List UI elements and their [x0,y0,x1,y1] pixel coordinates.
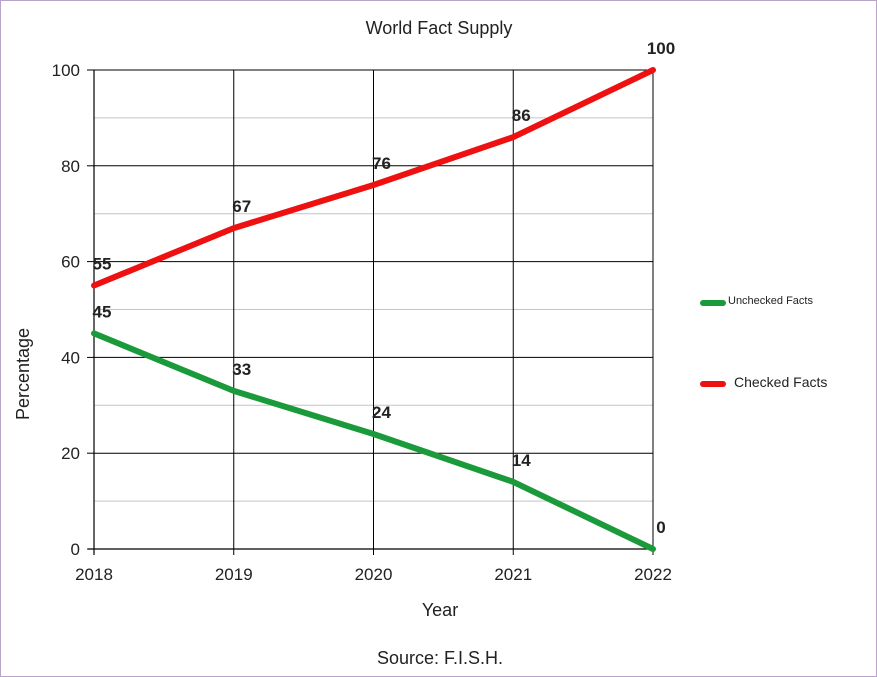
series-lines [91,67,656,552]
x-tick-label: 2018 [75,565,113,584]
data-label: 24 [372,403,391,422]
y-tick-label: 20 [61,444,80,463]
data-label: 55 [93,255,112,274]
legend-label: Checked Facts [734,374,827,390]
y-axis-title: Percentage [13,328,33,420]
data-label: 86 [512,106,531,125]
axes: 0 20 40 60 80 100 2018 2019 2020 2021 2022 [52,61,672,584]
data-label: 0 [656,518,665,537]
source-note: Source: F.I.S.H. [377,648,503,668]
legend: Unchecked Facts Checked Facts [700,295,827,390]
y-tick-label: 100 [52,61,80,80]
data-labels: 45 33 24 14 0 55 67 76 86 100 [93,39,676,537]
data-label: 67 [232,197,251,216]
x-tick-label: 2020 [355,565,393,584]
y-tick-label: 40 [61,348,80,367]
x-tick-label: 2022 [634,565,672,584]
series-line-unchecked-facts [91,330,656,552]
y-tick-label: 0 [71,540,80,559]
y-tick-label: 60 [61,253,80,272]
data-label: 14 [512,451,531,470]
x-axis-title: Year [422,600,458,620]
data-label: 76 [372,154,391,173]
chart-title: World Fact Supply [366,18,513,38]
x-tick-label: 2019 [215,565,253,584]
data-label: 100 [647,39,675,58]
data-label: 33 [232,360,251,379]
legend-label: Unchecked Facts [728,295,813,307]
data-label: 45 [93,302,112,321]
grid [94,69,654,549]
x-tick-label: 2021 [494,565,532,584]
y-tick-label: 80 [61,157,80,176]
series-line-checked-facts [91,67,656,289]
